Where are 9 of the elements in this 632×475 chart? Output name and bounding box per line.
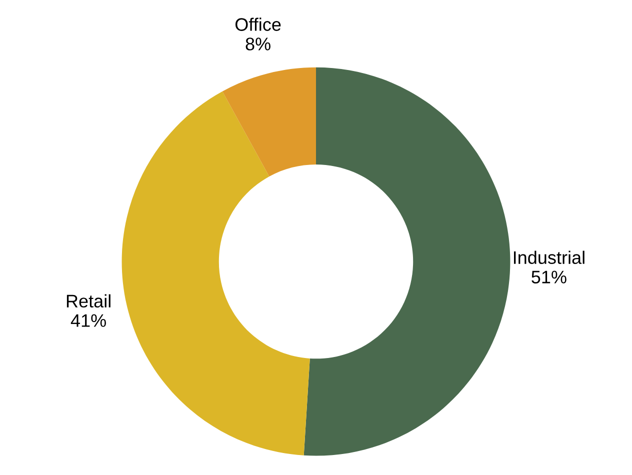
donut-slice [122,91,310,456]
data-label: 8% [246,38,270,50]
slice-label: Office [235,18,281,31]
donut-slice [222,67,316,176]
data-label: 41% [70,314,106,327]
data-label: 51% [532,270,566,284]
slice-label: Industrial [514,250,584,264]
donut-slice [304,67,510,456]
slice-label: Retail [66,294,110,308]
